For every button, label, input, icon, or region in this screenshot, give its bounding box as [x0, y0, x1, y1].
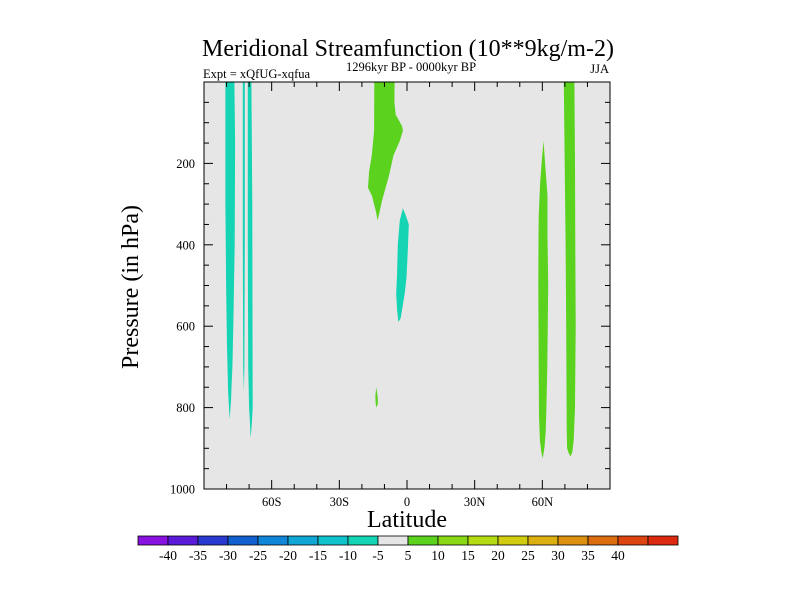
plot-area: 60S 30S 0 30N 60N 200 400 600 800 1000 [170, 81, 611, 509]
x-tick-label-3: 30N [464, 495, 486, 509]
colorbar-box-0 [137, 535, 169, 546]
chart-title: Meridional Streamfunction (10**9kg/m-2) [202, 36, 614, 62]
y-tick-label-1: 400 [176, 238, 195, 252]
y-tick-label-2: 600 [176, 320, 195, 334]
green-band-60N [538, 141, 549, 459]
y-tick-label-4: 1000 [170, 483, 195, 497]
colorbar-box-13 [527, 535, 559, 546]
colorbar-box-9 [407, 535, 439, 546]
colorbar-box-11 [467, 535, 499, 546]
x-tick-label-1: 30S [330, 495, 350, 509]
colorbar-box-12 [497, 535, 529, 546]
colorbar-label-8: 5 [405, 548, 412, 563]
colorbar-box-7 [347, 535, 379, 546]
colorbar-box-15 [587, 535, 619, 546]
y-tick-label-0: 200 [176, 157, 195, 171]
colorbar-box-1 [167, 535, 199, 546]
colorbar-label-3: -25 [249, 548, 267, 563]
x-tick-label-2: 0 [404, 495, 410, 509]
axis-ticks: 60S 30S 0 30N 60N 200 400 600 800 1000 [170, 82, 610, 509]
period-label: 1296kyr BP - 0000kyr BP [346, 60, 476, 74]
colorbar-label-14: 35 [581, 548, 595, 563]
x-tick-label-4: 60N [532, 495, 554, 509]
green-patch-upper [368, 82, 403, 221]
cyan-band-80S [225, 82, 236, 420]
colorbar-label-10: 15 [461, 548, 475, 563]
colorbar-box-2 [197, 535, 229, 546]
colorbar-box-3 [227, 535, 259, 546]
x-tick-label-0: 60S [262, 495, 282, 509]
green-speck [375, 387, 378, 408]
cyan-patch-equator [396, 208, 409, 323]
y-axis-label: Pressure (in hPa) [118, 205, 144, 369]
colorbar-box-10 [437, 535, 469, 546]
contour-regions [225, 82, 576, 459]
colorbar-label-4: -20 [279, 548, 297, 563]
cyan-band-70S [247, 82, 253, 437]
colorbar-label-9: 10 [431, 548, 445, 563]
colorbar-label-11: 20 [491, 548, 505, 563]
plot-background [204, 82, 610, 489]
green-band-72N [563, 82, 576, 457]
colorbar-box-16 [617, 535, 649, 546]
colorbar-box-17 [647, 535, 679, 546]
colorbar-box-4 [257, 535, 289, 546]
season-label: JJA [590, 62, 609, 76]
colorbar-label-6: -10 [339, 548, 357, 563]
colorbar-label-13: 30 [551, 548, 565, 563]
colorbar-label-15: 40 [611, 548, 625, 563]
colorbar-label-5: -15 [309, 548, 327, 563]
colorbar-box-14 [557, 535, 589, 546]
experiment-label: Expt = xQfUG-xqfua [203, 67, 310, 81]
colorbar-label-7: -5 [372, 548, 383, 563]
colorbar-label-0: -40 [159, 548, 177, 563]
y-tick-label-3: 800 [176, 401, 195, 415]
x-axis-label: Latitude [367, 507, 447, 533]
colorbar-label-12: 25 [521, 548, 535, 563]
colorbar: -40 -35 -30 -25 -20 -15 -10 -5 5 10 15 20 25 30 35 40 [137, 535, 679, 563]
colorbar-box-6 [317, 535, 349, 546]
cyan-line-73S [242, 82, 245, 392]
colorbar-label-2: -30 [219, 548, 237, 563]
colorbar-box-5 [287, 535, 319, 546]
colorbar-box-8 [377, 535, 409, 546]
colorbar-label-1: -35 [189, 548, 207, 563]
